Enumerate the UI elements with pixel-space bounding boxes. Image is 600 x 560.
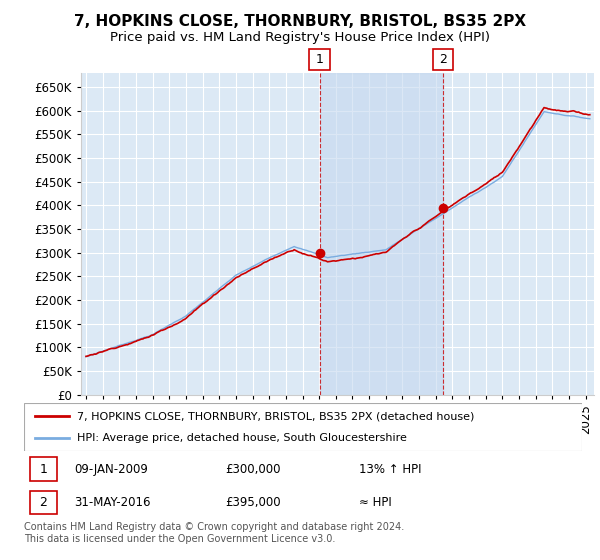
Text: 09-JAN-2009: 09-JAN-2009 xyxy=(74,463,148,475)
Text: Contains HM Land Registry data © Crown copyright and database right 2024.
This d: Contains HM Land Registry data © Crown c… xyxy=(24,522,404,544)
Text: Price paid vs. HM Land Registry's House Price Index (HPI): Price paid vs. HM Land Registry's House … xyxy=(110,31,490,44)
Text: 13% ↑ HPI: 13% ↑ HPI xyxy=(359,463,421,475)
FancyBboxPatch shape xyxy=(24,403,582,451)
Text: HPI: Average price, detached house, South Gloucestershire: HPI: Average price, detached house, Sout… xyxy=(77,433,407,443)
Text: 1: 1 xyxy=(316,53,323,66)
Text: ≈ HPI: ≈ HPI xyxy=(359,496,392,509)
Text: 2: 2 xyxy=(40,496,47,509)
Text: 7, HOPKINS CLOSE, THORNBURY, BRISTOL, BS35 2PX (detached house): 7, HOPKINS CLOSE, THORNBURY, BRISTOL, BS… xyxy=(77,411,475,421)
Text: 7, HOPKINS CLOSE, THORNBURY, BRISTOL, BS35 2PX: 7, HOPKINS CLOSE, THORNBURY, BRISTOL, BS… xyxy=(74,14,526,29)
FancyBboxPatch shape xyxy=(29,491,58,514)
Text: 1: 1 xyxy=(40,463,47,475)
Text: 2: 2 xyxy=(439,53,447,66)
Text: 31-MAY-2016: 31-MAY-2016 xyxy=(74,496,151,509)
Text: £300,000: £300,000 xyxy=(225,463,280,475)
Bar xyxy=(320,73,443,395)
FancyBboxPatch shape xyxy=(29,458,58,480)
Text: £395,000: £395,000 xyxy=(225,496,281,509)
